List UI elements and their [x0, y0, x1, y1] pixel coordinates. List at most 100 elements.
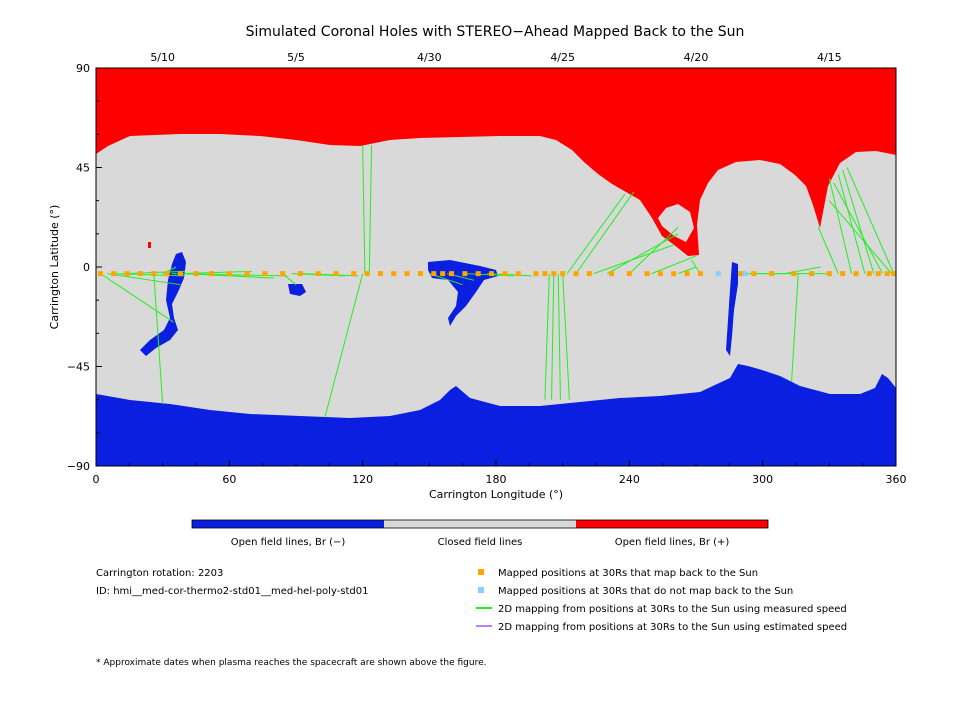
- chart-title: Simulated Coronal Holes with STEREO−Ahea…: [246, 24, 745, 40]
- legend-estimated-label: 2D mapping from positions at 30Rs to the…: [498, 622, 847, 633]
- mapped-point: [351, 271, 357, 277]
- top-date-label: 4/20: [684, 51, 709, 64]
- x-tick-label: 360: [886, 473, 907, 486]
- mapping-line: [678, 266, 697, 275]
- coronal-hole-1: [140, 252, 186, 356]
- legend-mapped-label: Mapped positions at 30Rs that map back t…: [498, 568, 758, 579]
- mapped-point: [542, 271, 548, 277]
- mapping-line: [651, 255, 697, 275]
- mapped-point: [137, 271, 143, 277]
- x-axis-label: Carrington Longitude (°): [429, 488, 563, 501]
- y-tick-label: −45: [67, 361, 90, 374]
- mapping-line: [153, 273, 164, 405]
- marker-legend: Mapped positions at 30Rs that map back t…: [476, 568, 847, 633]
- mapped-point: [737, 271, 743, 277]
- mapped-point: [297, 271, 303, 277]
- mapped-point: [809, 271, 815, 277]
- mapping-line: [557, 273, 561, 400]
- mapped-point: [573, 271, 579, 277]
- mapping-line: [784, 266, 821, 275]
- mapped-point: [769, 271, 775, 277]
- top-date-label: 5/10: [150, 51, 175, 64]
- mapping-line: [628, 226, 679, 274]
- y-axis-label: Carrington Latitude (°): [48, 205, 61, 330]
- mapping-line: [180, 270, 252, 275]
- mapped-point: [684, 271, 690, 277]
- coronal-hole-3: [428, 260, 498, 326]
- mapping-line: [837, 174, 866, 274]
- mapping-line: [575, 191, 635, 274]
- color-bar-negative-label: Open field lines, Br (−): [231, 537, 346, 548]
- y-tick-label: 90: [76, 62, 90, 75]
- mapping-line: [606, 233, 679, 275]
- mapped-point: [866, 271, 872, 277]
- legend-not-mapped-swatch: [478, 587, 484, 593]
- y-tick-label: −90: [67, 460, 90, 473]
- mapped-point: [671, 271, 677, 277]
- mapping-line: [300, 273, 359, 277]
- mapped-point: [280, 271, 286, 277]
- x-tick-label: 240: [619, 473, 640, 486]
- red-gap-cutout: [658, 204, 694, 242]
- mapped-point: [840, 271, 846, 277]
- mapped-point: [262, 271, 268, 277]
- mapped-points: [97, 271, 897, 277]
- y-tick-label: 0: [83, 261, 90, 274]
- model-id-text: ID: hmi__med-cor-thermo2-std01__med-hel-…: [96, 586, 369, 597]
- positive-polar-region: [96, 68, 896, 256]
- mapped-point: [644, 271, 650, 277]
- mapped-point: [626, 271, 632, 277]
- mapped-point: [315, 271, 321, 277]
- color-bar-frame: [191, 519, 769, 529]
- mapped-point: [111, 271, 117, 277]
- mapped-point: [489, 271, 495, 277]
- legend-not-mapped-label: Mapped positions at 30Rs that do not map…: [498, 586, 793, 597]
- color-bar-closed-label: Closed field lines: [438, 537, 523, 548]
- mapped-point: [124, 271, 130, 277]
- mapping-line: [362, 145, 366, 274]
- mapped-point: [449, 271, 455, 277]
- mapped-point: [404, 271, 410, 277]
- mapping-line: [828, 200, 892, 274]
- x-tick-label: 300: [752, 473, 773, 486]
- mapped-point: [475, 271, 481, 277]
- mapping-line: [107, 273, 181, 286]
- mapping-line: [324, 273, 364, 418]
- mapped-point: [657, 271, 663, 277]
- mapped-point: [826, 271, 832, 277]
- mapped-point: [891, 271, 897, 277]
- coronal-hole-2: [288, 284, 306, 296]
- mapped-point: [560, 271, 566, 277]
- mapped-point: [533, 271, 539, 277]
- mapping-line: [368, 145, 373, 274]
- footnote: * Approximate dates when plasma reaches …: [96, 658, 487, 668]
- x-tick-label: 0: [93, 473, 100, 486]
- not-mapped-points: [715, 271, 748, 277]
- mapped-point: [97, 271, 103, 277]
- mapped-point: [551, 271, 557, 277]
- x-axis: 0 60 120 180 240 300 360: [93, 460, 907, 486]
- mapped-point: [462, 271, 468, 277]
- mapped-point: [440, 271, 446, 277]
- mapped-point: [884, 271, 890, 277]
- mapping-line: [846, 167, 895, 274]
- top-date-label: 4/15: [817, 51, 842, 64]
- mapped-point: [586, 271, 592, 277]
- y-axis: 90 45 0 −45 −90: [67, 62, 102, 473]
- mapped-point: [609, 271, 615, 277]
- x-tick-label: 180: [486, 473, 507, 486]
- top-date-label: 5/5: [287, 51, 305, 64]
- legend-mapped-swatch: [478, 569, 484, 575]
- mapped-point: [164, 271, 170, 277]
- carrington-rotation-text: Carrington rotation: 2203: [96, 568, 223, 579]
- mapped-point: [391, 271, 397, 277]
- small-red-spot: [148, 242, 151, 248]
- not-mapped-point: [715, 271, 721, 277]
- mapped-point: [875, 271, 881, 277]
- mapped-point: [226, 271, 232, 277]
- mapped-point: [209, 271, 215, 277]
- mapped-point: [151, 271, 157, 277]
- mapped-point: [177, 271, 183, 277]
- mapping-line: [817, 227, 839, 274]
- plot-area: [95, 67, 897, 467]
